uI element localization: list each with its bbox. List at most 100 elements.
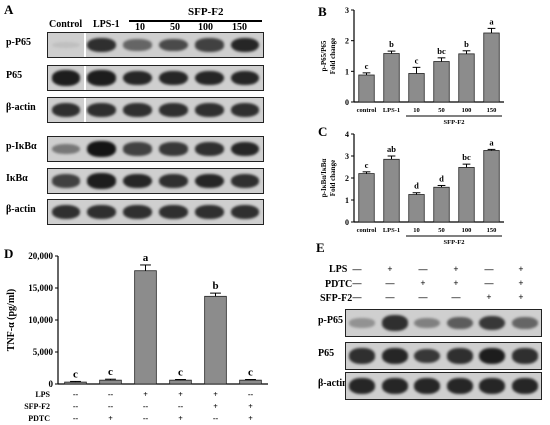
protein-band (230, 70, 260, 86)
protein-band (87, 173, 117, 189)
protein-band (87, 204, 117, 220)
treatment-sign: + (453, 264, 459, 274)
y-tick-label: 0 (49, 379, 54, 389)
blot-strip (345, 309, 542, 337)
protein-band (159, 142, 188, 156)
bar (408, 73, 425, 103)
sfp-f2-header: SFP-F2 (188, 6, 224, 18)
x-tick-label: 150 (487, 227, 497, 234)
protein-band (230, 173, 260, 189)
y-axis-label: Fold change (329, 38, 337, 74)
panel-letter-c: C (318, 124, 328, 139)
bar (239, 379, 262, 385)
blot-strip (345, 372, 542, 400)
protein-band (414, 348, 441, 364)
x-tick-label: control (357, 227, 377, 234)
treatment-sign: -- (108, 402, 114, 411)
bar (358, 173, 375, 223)
significance-label: c (178, 367, 183, 379)
group-label: SFP-F2 (444, 239, 465, 246)
blot-strip (345, 342, 542, 370)
blot-row-label: IκBα (6, 173, 28, 184)
x-tick-label: 50 (438, 107, 445, 114)
protein-band (414, 317, 441, 329)
treatment-sign: + (213, 402, 218, 411)
protein-band (511, 378, 538, 394)
blot-row-label: p-P65 (6, 37, 31, 48)
blot-lane-divider (83, 98, 86, 122)
treatment-sign: — (385, 278, 395, 288)
protein-band (123, 204, 152, 220)
treatment-sign: + (248, 414, 253, 423)
protein-band (123, 39, 152, 51)
y-axis-label: p-P65/P65 (320, 40, 328, 71)
protein-band (381, 378, 408, 394)
treatment-sign: + (248, 402, 253, 411)
protein-band (194, 102, 224, 118)
blot-strip (47, 199, 264, 225)
protein-band (51, 174, 81, 188)
significance-label: c (365, 61, 369, 71)
bar (458, 167, 475, 223)
significance-label: c (415, 55, 419, 65)
lps-header: LPS-1 (93, 19, 120, 30)
x-tick-label: control (357, 107, 377, 114)
significance-label: a (489, 16, 494, 26)
condition-label: LPS (329, 264, 348, 275)
panel-letter-a: A (4, 2, 14, 17)
panel-d-bar-chart: 0 5,000 10,000 15,000 20,000 c c a c b c TNF-α (pg/… (6, 251, 268, 423)
significance-label: bc (437, 46, 446, 56)
x-tick-label: 50 (438, 227, 445, 234)
protein-band (87, 141, 117, 157)
significance-label: c (248, 367, 253, 379)
significance-label: d (414, 181, 419, 191)
bar (64, 381, 87, 385)
treatment-sign: + (518, 292, 524, 302)
group-label: SFP-F2 (444, 119, 465, 126)
x-tick-label: 10 (413, 227, 420, 234)
significance-label: b (389, 39, 394, 49)
significance-label: bc (462, 152, 471, 162)
protein-band (123, 70, 152, 86)
significance-label: a (143, 252, 149, 264)
protein-band (446, 378, 473, 394)
bar (383, 53, 400, 103)
blot-row-label: P65 (318, 348, 335, 359)
blot-strip (47, 97, 264, 123)
treatment-sign: + (178, 414, 183, 423)
y-tick-label: 1 (345, 67, 349, 76)
panel-b-bar-chart: 0 1 2 3 c control b LPS-1 c 10 bc 50 b 100 a 150 SFP-F2 p… (320, 6, 504, 126)
y-tick-label: 2 (345, 37, 349, 46)
protein-band (194, 141, 224, 157)
protein-band (51, 102, 81, 118)
x-tick-label: 150 (487, 107, 497, 114)
protein-band (159, 173, 188, 189)
protein-band (414, 378, 441, 394)
protein-band (51, 41, 81, 49)
x-tick-label: 100 (462, 227, 472, 234)
protein-band (87, 70, 117, 86)
treatment-sign: — (484, 278, 494, 288)
condition-label: SFP-F2 (320, 293, 353, 304)
treatment-sign: + (453, 278, 459, 288)
bar (483, 32, 500, 103)
treatment-sign: + (518, 278, 524, 288)
protein-band (511, 316, 538, 330)
significance-label: a (489, 137, 494, 147)
bar (134, 270, 157, 385)
panel-letter-b: B (318, 4, 327, 19)
blot-lane-divider (83, 33, 86, 57)
protein-band (381, 348, 408, 364)
condition-label: SFP-F2 (24, 402, 50, 411)
condition-label: PDTC (325, 279, 353, 290)
significance-label: ab (387, 144, 396, 154)
treatment-sign: — (352, 264, 362, 274)
treatment-sign: — (418, 292, 428, 302)
protein-band (230, 102, 260, 118)
significance-label: c (108, 366, 113, 378)
protein-band (194, 204, 224, 220)
dose-label: 100 (198, 22, 213, 33)
protein-band (349, 348, 376, 364)
dose-label: 150 (232, 22, 247, 33)
treatment-sign: -- (108, 390, 114, 399)
